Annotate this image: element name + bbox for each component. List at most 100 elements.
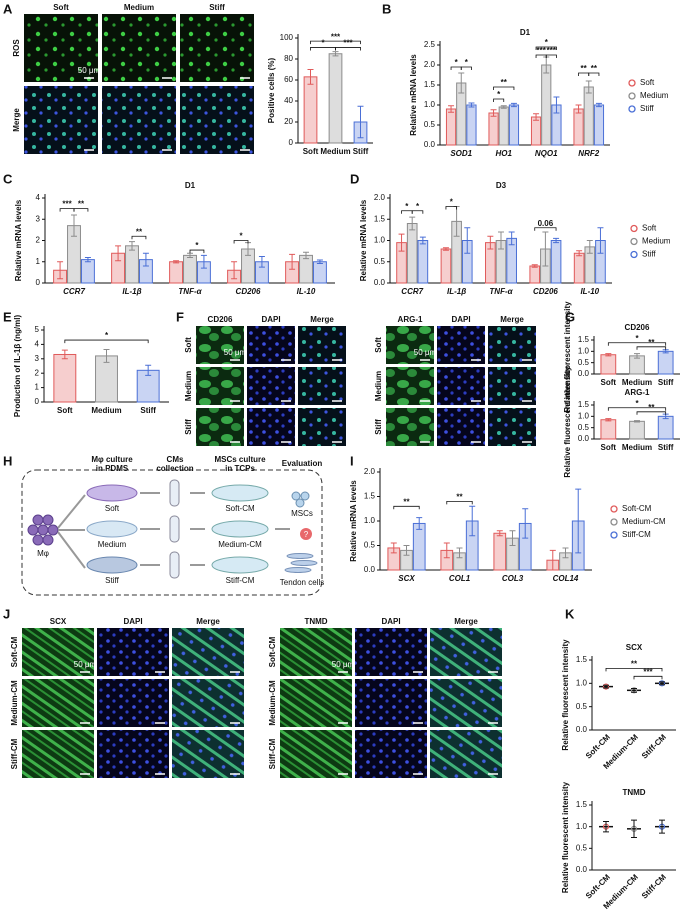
bar bbox=[593, 104, 605, 146]
x-tick-label: Medium bbox=[622, 443, 652, 452]
bar bbox=[573, 108, 584, 146]
y-axis-label: Relative mRNA levels bbox=[359, 199, 368, 281]
bar bbox=[498, 106, 509, 146]
y-tick-label: 1.5 bbox=[578, 400, 590, 409]
micrograph bbox=[97, 679, 169, 727]
y-axis-label: Relative fluorescent intensity bbox=[563, 301, 572, 413]
bar bbox=[508, 104, 520, 146]
step-label: Mφ culture bbox=[91, 455, 133, 464]
column-label: Merge bbox=[310, 315, 334, 324]
arrow bbox=[140, 492, 290, 566]
x-tick-label: HO1 bbox=[496, 149, 513, 158]
bar bbox=[583, 86, 594, 146]
micrograph bbox=[280, 679, 352, 727]
y-tick-label: 1.5 bbox=[576, 655, 588, 664]
bar bbox=[169, 261, 184, 284]
significance-bracket bbox=[493, 98, 505, 102]
bar bbox=[573, 252, 585, 284]
bar bbox=[53, 353, 77, 403]
error-bar bbox=[659, 819, 665, 834]
error-bar bbox=[575, 104, 582, 114]
error-bar bbox=[448, 105, 455, 113]
question-icon bbox=[300, 528, 312, 540]
point bbox=[602, 683, 610, 690]
significance-label: *** bbox=[547, 46, 557, 55]
row-label: Medium bbox=[184, 371, 193, 401]
significance-label: ** bbox=[501, 78, 508, 87]
micrograph bbox=[22, 730, 94, 778]
x-tick-label: NRF2 bbox=[578, 149, 599, 158]
significance-label: *** bbox=[536, 46, 546, 55]
column-label: Soft bbox=[53, 3, 69, 12]
x-tick-label: Stiff-CM bbox=[640, 732, 668, 760]
step-label: CMs bbox=[167, 455, 184, 464]
y-tick-label: 1.0 bbox=[576, 822, 588, 831]
y-tick-label: 2.5 bbox=[424, 40, 436, 49]
bar bbox=[406, 223, 418, 284]
significance-label: ** bbox=[456, 493, 463, 502]
legend-marker bbox=[610, 531, 618, 539]
row-label: Stiff bbox=[184, 419, 193, 435]
x-tick-label: Soft bbox=[57, 406, 73, 415]
y-tick-label: 60 bbox=[284, 75, 293, 84]
y-axis-label: Relative fluorescent intensity bbox=[563, 366, 572, 478]
micrograph bbox=[97, 730, 169, 778]
x-tick-label: NQO1 bbox=[535, 149, 558, 158]
significance-bracket bbox=[233, 240, 249, 244]
legend-marker bbox=[630, 224, 638, 233]
error-bar bbox=[416, 517, 423, 530]
error-bar bbox=[549, 549, 556, 571]
y-tick-label: 1.0 bbox=[374, 236, 386, 245]
row-label: Soft-CM bbox=[10, 636, 19, 667]
error-bar bbox=[303, 251, 309, 260]
significance-label: * bbox=[105, 331, 109, 340]
chart-title: TNMD bbox=[622, 788, 645, 797]
legend-label: Medium bbox=[640, 91, 669, 100]
y-tick-label: 3 bbox=[35, 354, 40, 363]
y-tick-label: 2.0 bbox=[374, 193, 386, 202]
y-tick-label: 1.0 bbox=[364, 516, 376, 525]
error-bar bbox=[390, 542, 397, 554]
row-label: Soft bbox=[184, 337, 193, 353]
panel-label: C bbox=[3, 171, 13, 186]
error-bar bbox=[634, 353, 640, 359]
question-label: ? bbox=[304, 530, 309, 539]
significance-bracket bbox=[131, 235, 147, 240]
panel-label: K bbox=[565, 606, 575, 621]
significance-bracket bbox=[335, 47, 361, 51]
significance-bracket bbox=[607, 407, 667, 411]
micrograph bbox=[247, 326, 295, 364]
bar bbox=[417, 240, 429, 284]
x-tick-label: Stiff bbox=[353, 147, 369, 156]
x-tick-label: CD206 bbox=[533, 287, 558, 296]
diagram-frame bbox=[21, 469, 323, 596]
micrograph bbox=[280, 628, 352, 676]
row-label: Stiff-CM bbox=[268, 738, 277, 769]
error-bar bbox=[595, 102, 602, 108]
error-bar bbox=[464, 227, 471, 254]
step-label: collection bbox=[156, 464, 193, 473]
legend-label: Medium-CM bbox=[622, 517, 666, 526]
cell-label: Mφ bbox=[37, 549, 49, 558]
micrograph bbox=[355, 679, 427, 727]
significance-label: ** bbox=[78, 200, 85, 209]
legend-marker bbox=[630, 250, 638, 259]
x-tick-label: IL-10 bbox=[580, 287, 599, 296]
step-label: in TCPs bbox=[225, 464, 255, 473]
significance-label: *** bbox=[643, 667, 653, 676]
significance-bracket bbox=[189, 249, 205, 254]
significance-bracket bbox=[411, 210, 424, 214]
micrograph bbox=[247, 367, 295, 405]
significance-label: *** bbox=[62, 200, 72, 209]
x-tick-label: SCX bbox=[398, 574, 415, 583]
scale-label: 50 μm bbox=[74, 660, 97, 669]
y-tick-label: 2 bbox=[36, 236, 41, 245]
step-label: Evaluation bbox=[282, 459, 323, 468]
tubes bbox=[169, 479, 180, 579]
y-tick-label: 0.0 bbox=[576, 865, 588, 874]
chart-title: D1 bbox=[520, 28, 531, 37]
y-tick-label: 0.5 bbox=[374, 257, 386, 266]
micrograph bbox=[437, 326, 485, 364]
chart-title: D1 bbox=[185, 181, 196, 190]
micrograph bbox=[355, 628, 427, 676]
